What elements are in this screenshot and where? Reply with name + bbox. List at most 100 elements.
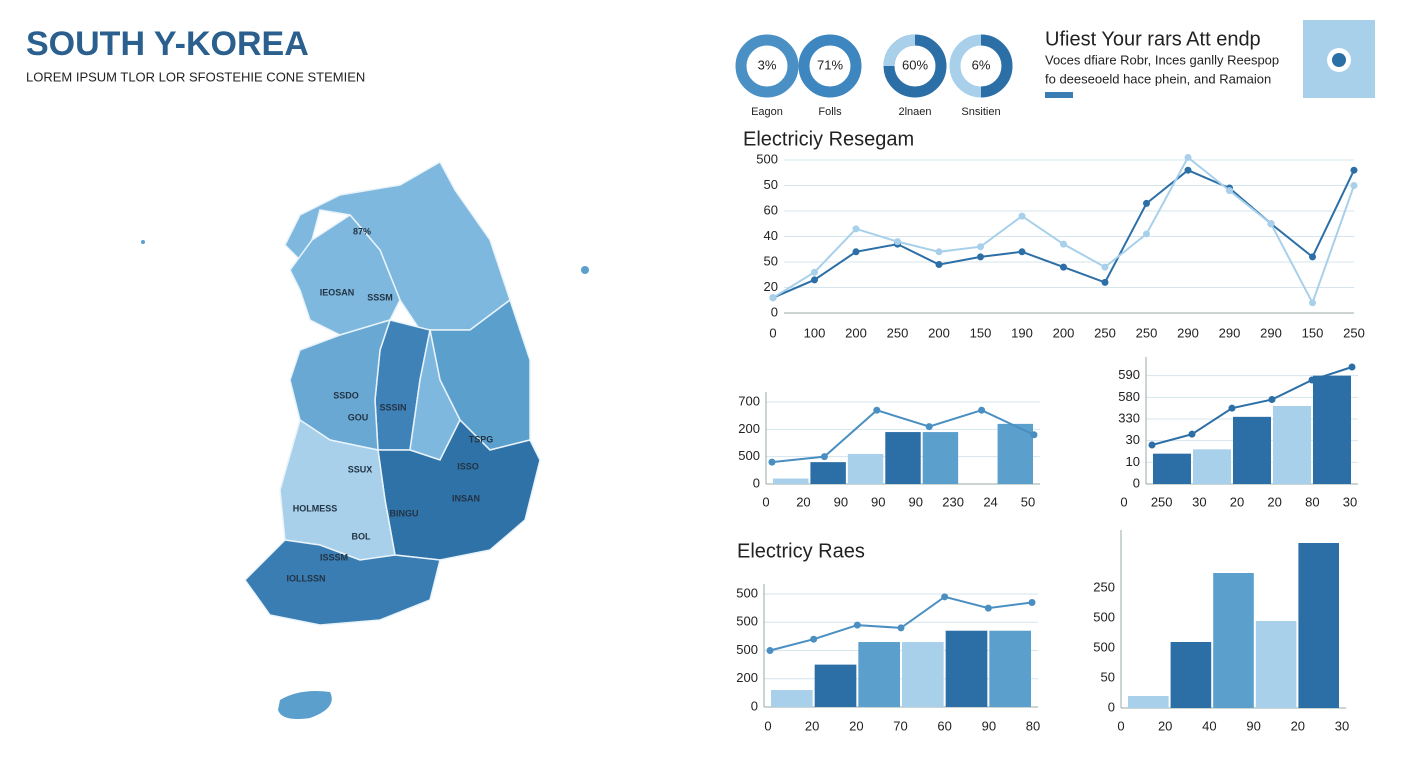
point [1309, 253, 1316, 261]
y-tick-label: 330 [1118, 410, 1140, 425]
x-tick-label: 20 [849, 718, 863, 733]
x-tick-label: 90 [834, 494, 848, 509]
y-tick-label: 0 [1133, 475, 1140, 490]
point [941, 593, 949, 601]
x-tick-label: 80 [1305, 494, 1319, 509]
point [1188, 430, 1196, 438]
x-tick-label: 90 [871, 494, 885, 509]
x-tick-label: 250 [1343, 325, 1365, 340]
map-label: BOL [352, 531, 372, 541]
map-label: IEOSAN [320, 287, 355, 297]
point [977, 243, 984, 251]
x-tick-label: 250 [1151, 494, 1173, 509]
bar [1213, 573, 1254, 708]
point [1348, 363, 1356, 371]
map-label: TSPG [469, 434, 494, 444]
point [897, 624, 905, 632]
bar [885, 432, 921, 484]
x-tick-label: 70 [893, 718, 907, 733]
point [894, 238, 901, 246]
y-tick-label: 30 [1126, 432, 1140, 447]
point [1228, 404, 1236, 412]
y-tick-label: 500 [756, 151, 778, 166]
point [1184, 153, 1192, 161]
bar [922, 432, 959, 484]
map-region [244, 539, 441, 626]
y-tick-label: 40 [764, 228, 778, 243]
point [1101, 263, 1109, 271]
donut-caption: 2lnaen [898, 106, 931, 118]
bar [810, 462, 846, 484]
bar [1128, 696, 1169, 708]
point [925, 423, 933, 431]
bar [1313, 375, 1351, 484]
point [1148, 441, 1156, 449]
y-tick-label: 500 [736, 585, 758, 600]
donut-caption: Eagon [751, 106, 783, 118]
bar [1170, 642, 1212, 708]
map-label: SSSM [367, 292, 393, 302]
donut-label: 3% [758, 57, 777, 72]
y-tick-label: 0 [771, 304, 778, 319]
y-tick-label: 200 [738, 421, 760, 436]
map-label: GOU [348, 412, 369, 422]
x-tick-label: 30 [1343, 494, 1357, 509]
bar [1193, 449, 1231, 484]
subtitle: LOREM IPSUM TLOR LOR SFOSTEHIE CONE STEM… [26, 69, 365, 84]
info-line: Voces dfiare Robr, Inces ganlly Reespop [1045, 52, 1279, 67]
map-label: IOLLSSN [286, 573, 325, 583]
bar [902, 642, 944, 707]
point [852, 225, 860, 233]
y-tick-label: 250 [1093, 579, 1115, 594]
x-tick-label: 50 [1021, 494, 1035, 509]
y-tick-label: 0 [753, 475, 760, 490]
x-tick-label: 24 [983, 494, 997, 509]
x-tick-label: 0 [762, 494, 769, 509]
y-tick-label: 700 [738, 393, 760, 408]
title: SOUTH Y-KOREA [26, 25, 309, 63]
y-tick-label: 500 [738, 448, 760, 463]
y-tick-label: 0 [751, 698, 758, 713]
flag [1303, 20, 1375, 98]
donut-ring [735, 34, 799, 98]
x-tick-label: 200 [928, 325, 950, 340]
point [1028, 598, 1036, 606]
point [984, 604, 992, 612]
series-line [772, 155, 1355, 306]
point [1184, 166, 1192, 174]
x-tick-label: 60 [937, 718, 951, 733]
x-tick-label: 200 [1053, 325, 1075, 340]
point [853, 621, 861, 629]
series-line [772, 169, 1355, 299]
x-tick-label: 0 [769, 325, 776, 340]
donut-ring [980, 34, 1013, 98]
x-tick-label: 90 [908, 494, 922, 509]
y-tick-label: 500 [1093, 609, 1115, 624]
x-tick-label: 20 [796, 494, 810, 509]
donut-caption: Snsitien [961, 106, 1000, 118]
bar [1298, 543, 1339, 708]
point [1143, 230, 1150, 238]
point [1018, 248, 1026, 256]
point [1060, 240, 1067, 248]
donuts [735, 34, 1013, 98]
point [768, 458, 776, 466]
x-tick-label: 290 [1177, 325, 1199, 340]
y-tick-label: 10 [1126, 454, 1140, 469]
point [1308, 376, 1316, 384]
point [1226, 187, 1233, 195]
y-tick-label: 200 [736, 670, 758, 685]
map-label: SSUX [348, 464, 373, 474]
bar [1273, 406, 1311, 484]
x-tick-label: 0 [1117, 718, 1124, 733]
x-tick-label: 250 [1136, 325, 1158, 340]
x-tick-label: 20 [805, 718, 819, 733]
bar [997, 423, 1033, 484]
bar [847, 453, 884, 484]
bar [773, 478, 809, 484]
point [852, 248, 860, 256]
flag-emblem [1332, 53, 1346, 67]
y-tick-label: 20 [764, 279, 778, 294]
point [811, 276, 818, 284]
